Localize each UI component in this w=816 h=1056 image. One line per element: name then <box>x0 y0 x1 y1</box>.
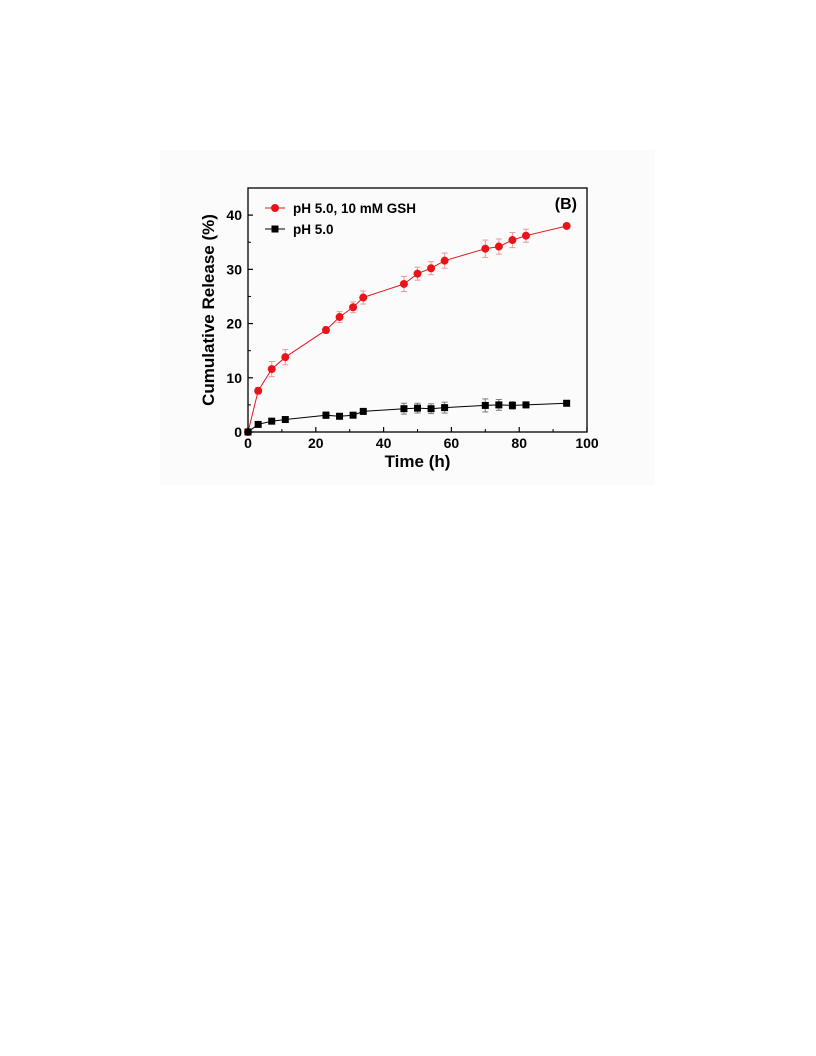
data-point <box>335 313 344 322</box>
data-point <box>254 420 262 428</box>
panel-label: (B) <box>555 196 577 213</box>
data-point <box>349 303 358 312</box>
y-tick-label: 40 <box>226 207 242 223</box>
x-tick-label: 20 <box>308 435 324 451</box>
x-axis-title: Time (h) <box>385 452 451 471</box>
x-tick-label: 40 <box>376 435 392 451</box>
x-tick-label: 0 <box>244 435 252 451</box>
data-point <box>508 236 517 245</box>
series-ph5 <box>244 398 571 436</box>
data-point <box>336 412 344 420</box>
data-point <box>322 411 330 419</box>
data-point <box>400 405 408 413</box>
y-axis-title: Cumulative Release (%) <box>199 214 218 406</box>
data-point <box>281 353 290 362</box>
data-point <box>440 256 449 265</box>
data-point <box>359 407 367 415</box>
release-chart: 0 20 40 60 80 100 0 10 20 30 40 (B) pH 5.0, 10 mM … <box>199 187 599 471</box>
data-point <box>427 264 436 273</box>
data-point <box>441 404 449 412</box>
data-point <box>349 411 357 419</box>
plot-area <box>244 221 571 436</box>
data-point <box>321 326 330 335</box>
data-point <box>281 416 289 424</box>
data-point <box>268 417 276 425</box>
data-point <box>508 401 516 409</box>
y-tick-label: 30 <box>226 261 242 277</box>
data-point <box>254 386 263 395</box>
x-tick-label: 80 <box>511 435 527 451</box>
series-line <box>247 225 567 433</box>
figure-panel: 0 20 40 60 80 100 0 10 20 30 40 (B) pH 5.0, 10 mM … <box>160 150 655 485</box>
data-point <box>413 269 422 278</box>
axes: 0 20 40 60 80 100 0 10 20 30 40 <box>226 207 598 451</box>
data-point <box>563 399 571 407</box>
legend-marker <box>271 204 279 212</box>
data-point <box>414 404 421 412</box>
y-tick-label: 0 <box>234 424 242 440</box>
x-tick-label: 60 <box>444 435 460 451</box>
series-gsh <box>244 221 571 436</box>
data-point <box>359 293 368 302</box>
legend-label: pH 5.0 <box>293 222 334 237</box>
x-tick-label: 100 <box>575 435 599 451</box>
data-point <box>494 242 503 251</box>
data-point <box>267 365 276 374</box>
y-tick-label: 20 <box>226 316 242 332</box>
data-point <box>521 231 530 240</box>
data-point <box>495 401 503 409</box>
legend: pH 5.0, 10 mM GSH pH 5.0 <box>265 201 416 237</box>
data-point <box>427 405 435 413</box>
y-tick-label: 10 <box>226 370 242 386</box>
legend-marker <box>271 225 279 233</box>
data-point <box>481 401 489 409</box>
data-point <box>522 401 530 409</box>
data-point <box>481 244 490 253</box>
data-point <box>399 279 408 288</box>
data-point <box>562 221 571 230</box>
legend-label: pH 5.0, 10 mM GSH <box>293 201 416 216</box>
